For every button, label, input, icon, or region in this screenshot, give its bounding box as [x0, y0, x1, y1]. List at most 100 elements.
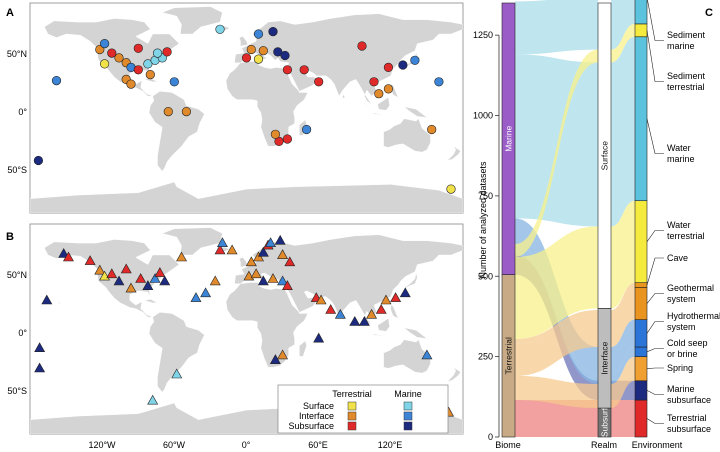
site-marker-a-31	[398, 60, 408, 70]
land-borneo	[377, 96, 390, 111]
site-marker-b-13	[159, 275, 171, 286]
env-label-water-marine: Water marine	[667, 143, 695, 164]
y-tick-label-750: 750	[478, 191, 493, 201]
site-marker-a-25	[280, 50, 290, 61]
site-marker-a-22	[246, 44, 256, 55]
env-label-sediment-terrestrial: Sediment terrestrial	[667, 71, 706, 92]
site-marker-a-39	[270, 129, 281, 139]
y-tick-label-500: 500	[478, 271, 493, 281]
site-marker-a-40	[302, 124, 312, 135]
env-bar-hydrothermal-system	[634, 319, 648, 348]
site-marker-b-28	[265, 237, 277, 247]
env-leader-3	[646, 348, 664, 353]
site-marker-b-50	[277, 349, 289, 360]
site-marker-a-15	[51, 75, 62, 86]
site-marker-b-35	[267, 273, 279, 283]
lon-label-60w: 60°W	[163, 440, 186, 450]
flow-biome-realm-geothermal-system	[515, 314, 598, 376]
site-marker-b-5	[106, 268, 118, 279]
env-bar-sediment-terrestrial	[634, 23, 648, 38]
env-leader-6	[646, 257, 664, 286]
realm-label-surface: Surface	[600, 141, 610, 171]
flow-biome-realm-cave	[515, 310, 598, 344]
env-label-terrestrial-subsurface: Terrestrial subsurface	[667, 413, 711, 434]
legend-swatch-marine-2	[403, 421, 413, 431]
land-indonesia	[360, 99, 387, 116]
flow-biome-realm-terrestrial-subsurface	[515, 400, 598, 437]
site-marker-b-17	[41, 294, 53, 305]
site-marker-b-52	[171, 368, 183, 379]
site-marker-b-21	[214, 244, 226, 255]
site-marker-b-10	[142, 280, 154, 291]
env-bar-water-marine	[634, 36, 648, 202]
env-bar-marine-subsurface	[634, 380, 648, 401]
map-b-lat-0: 0°	[18, 328, 27, 338]
flow-realm-env-sediment-terrestrial	[611, 23, 635, 63]
flow-realm-env-geothermal-system	[611, 287, 635, 347]
site-marker-b-9	[135, 273, 147, 283]
env-label-water-terrestrial: Water terrestrial	[667, 220, 705, 241]
site-marker-b-39	[315, 294, 327, 305]
map-a-lat-50n: 50°N	[7, 49, 27, 59]
environment-labels: Terrestrial subsurface Marine subsurface Spr…	[646, 0, 720, 434]
legend-row-surface-label: Surface	[303, 401, 334, 411]
env-label-cold-seep-or-brine: Cold seep or brine	[667, 338, 708, 359]
flow-realm-env-water-marine	[611, 36, 635, 227]
y-tick-label-250: 250	[478, 352, 493, 362]
land-hawaii	[58, 301, 61, 305]
site-marker-a-14	[126, 79, 136, 89]
site-marker-b-47	[390, 292, 402, 302]
flow-biome-realm-sediment-marine	[515, 0, 598, 55]
site-marker-a-6	[133, 65, 143, 75]
site-marker-b-40	[325, 304, 337, 314]
site-marker-a-46	[314, 77, 324, 87]
site-marker-a-45	[163, 106, 173, 117]
site-marker-b-43	[358, 315, 370, 326]
land-newZealand	[446, 367, 461, 382]
axis-label-environment: Environment	[632, 440, 683, 450]
site-marker-b-1	[62, 251, 74, 262]
site-marker-b-16	[200, 287, 212, 298]
land-sriLanka	[342, 93, 346, 99]
land-africa	[225, 61, 309, 147]
env-bar-spring	[634, 356, 648, 382]
site-marker-a-17	[145, 69, 155, 80]
lon-label-0: 0°	[242, 440, 251, 450]
site-marker-a-10	[152, 48, 163, 58]
site-marker-a-43	[169, 77, 179, 87]
site-marker-b-42	[349, 315, 361, 326]
realm-bar-surface	[597, 2, 612, 309]
env-label-geothermal-system: Geothermal system	[667, 283, 714, 304]
site-marker-b-54	[421, 349, 433, 360]
site-marker-b-24	[245, 256, 257, 267]
alluvial-flows	[515, 0, 635, 437]
legend-swatch-terrestrial-1	[347, 411, 357, 421]
site-marker-b-23	[226, 244, 238, 255]
legend-row-interface-label: Interface	[299, 411, 334, 421]
land-uk	[239, 36, 248, 47]
flow-realm-env-hydrothermal-system	[611, 319, 635, 375]
site-marker-b-46	[380, 294, 392, 305]
alluvial-panel-c: C Number of analyzed datasets 0 250 500 750…	[473, 0, 720, 450]
site-marker-b-25	[253, 251, 265, 262]
land-greenland	[161, 6, 223, 35]
env-leader-8	[646, 118, 664, 154]
site-marker-b-34	[257, 275, 269, 286]
flow-biome-realm-spring	[515, 375, 598, 409]
flow-realm-env-water-terrestrial	[611, 200, 635, 309]
site-marker-a-23	[258, 46, 268, 56]
flow-realm-env-terrestrial-subsurface	[611, 400, 635, 437]
land-antarctica	[30, 181, 463, 213]
land-japan	[402, 272, 418, 290]
panel-label-b: B	[6, 231, 14, 243]
flow-realm-env-cold-seep-or-brine	[611, 346, 635, 384]
land-southAmerica	[148, 312, 205, 393]
legend-swatches	[347, 401, 413, 431]
env-label-marine-subsurface: Marine subsurface	[667, 384, 711, 405]
map-lon-axis: 120°W 60°W 0° 60°E 120°E	[88, 440, 402, 450]
realm-label-subsurf: Subsurf	[600, 407, 610, 437]
site-marker-b-20	[209, 275, 221, 286]
site-marker-a-44	[181, 106, 191, 117]
site-marker-b-44	[366, 308, 378, 319]
site-marker-b-11	[149, 273, 161, 283]
